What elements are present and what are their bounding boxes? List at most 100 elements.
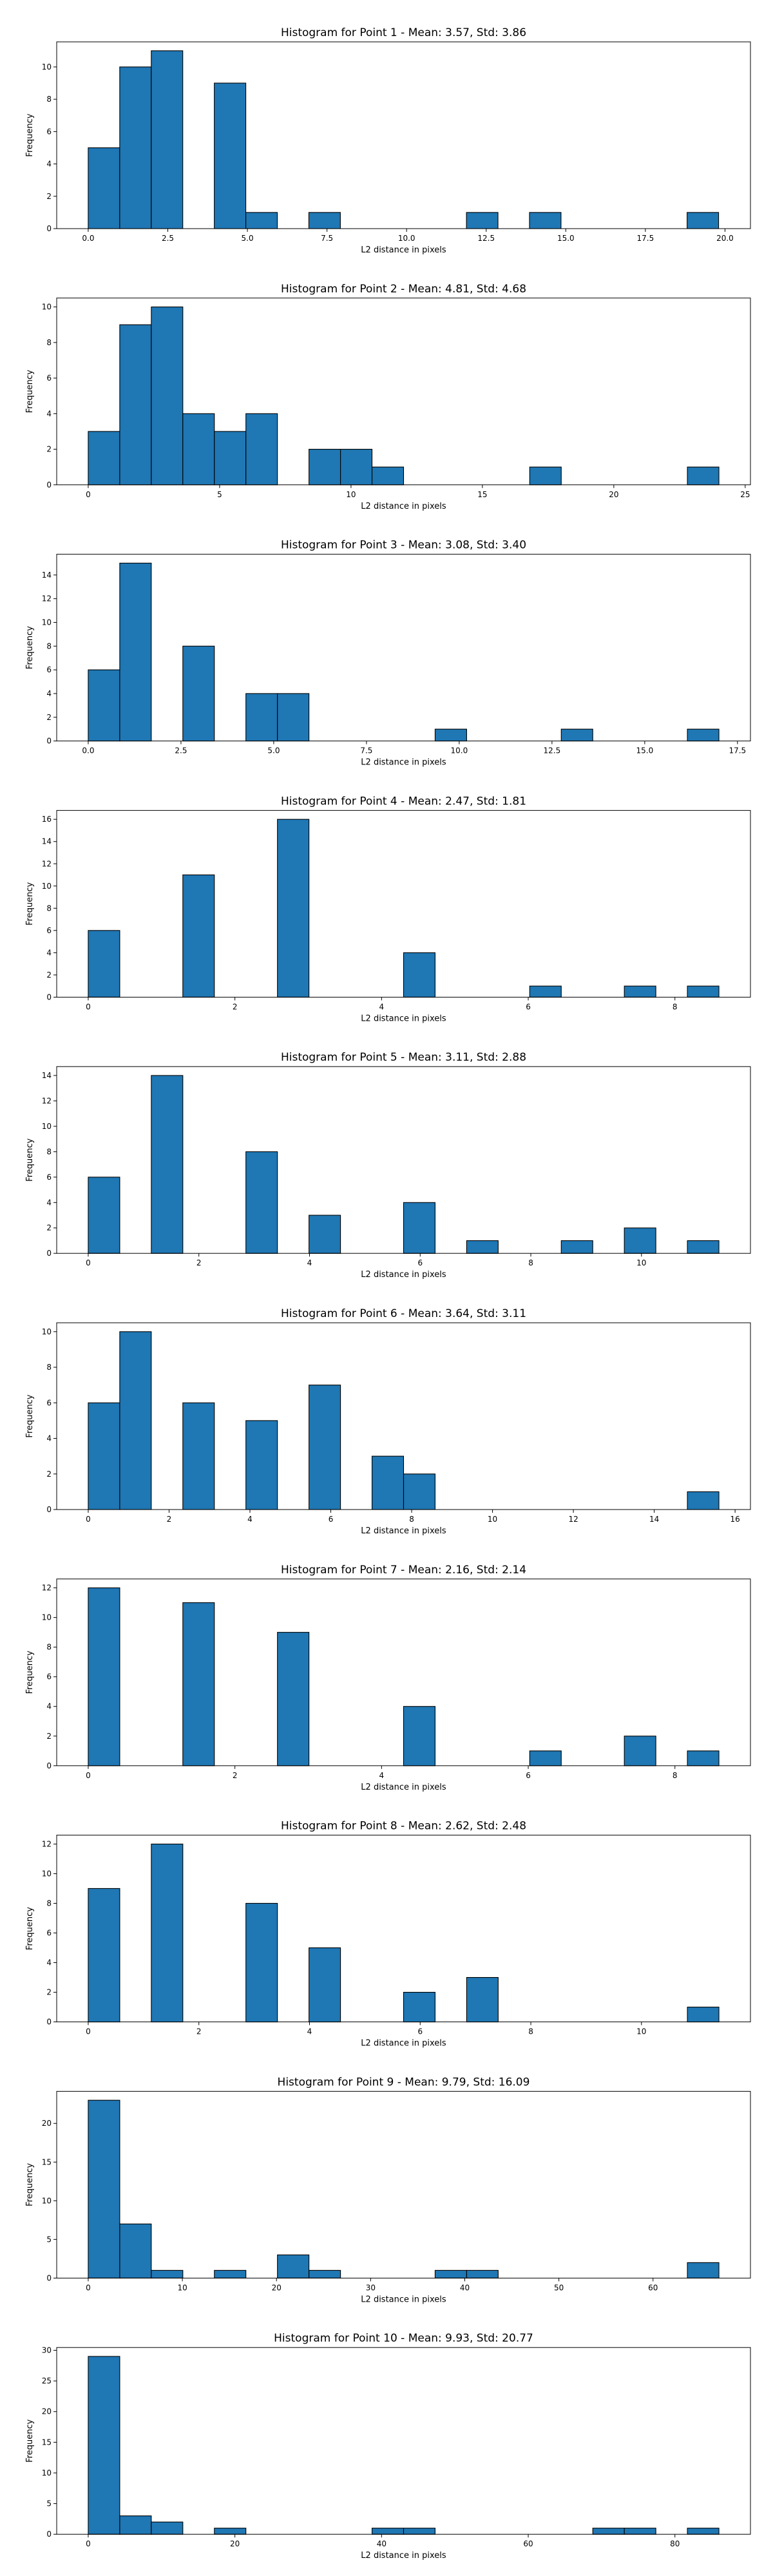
x-axis-label: L2 distance in pixels — [361, 502, 446, 511]
histogram-bar — [151, 2521, 184, 2535]
histogram-bar — [88, 431, 120, 486]
histogram-panel-5: Histogram for Point 5 - Mean: 3.11, Std:… — [25, 1051, 751, 1280]
histogram-bar — [560, 1240, 593, 1254]
x-tick-label: 5.0 — [267, 746, 280, 755]
histogram-bar — [88, 2099, 120, 2278]
histogram-bar — [592, 2528, 625, 2535]
histogram-bar — [466, 1977, 499, 2023]
histogram-bar — [560, 728, 593, 742]
x-axis-label: L2 distance in pixels — [361, 1014, 446, 1023]
y-tick-label: 0 — [46, 2273, 52, 2282]
axes-frame — [56, 2347, 751, 2535]
histogram-bar — [119, 1331, 152, 1510]
x-tick-label: 10.0 — [398, 234, 415, 243]
y-tick-label: 0 — [46, 1505, 52, 1514]
x-tick-label: 4 — [307, 1258, 312, 1267]
y-tick-label: 6 — [46, 926, 52, 935]
x-tick-label: 5 — [217, 490, 222, 499]
histogram-bar — [687, 2528, 720, 2535]
histogram-bar — [277, 2254, 310, 2278]
x-tick-label: 20 — [272, 2283, 282, 2292]
y-tick-label: 20 — [42, 2407, 52, 2416]
x-tick-label: 10 — [636, 1258, 646, 1267]
y-axis-label: Frequency — [25, 2163, 35, 2206]
histogram-bar — [214, 82, 247, 229]
x-axis-label: L2 distance in pixels — [361, 2039, 446, 2049]
histogram-bar — [88, 1888, 120, 2023]
x-tick-label: 10 — [488, 1515, 497, 1524]
y-tick-label: 10 — [42, 2196, 52, 2205]
axes-frame — [56, 554, 751, 742]
y-axis-label: Frequency — [25, 1138, 35, 1181]
y-tick-label: 14 — [42, 837, 52, 846]
y-axis-label: Frequency — [25, 2419, 35, 2462]
x-tick-label: 2 — [196, 1258, 202, 1267]
y-tick-label: 15 — [42, 2157, 52, 2166]
histogram-bar — [182, 645, 215, 742]
x-tick-label: 30 — [366, 2283, 376, 2292]
x-axis-label: L2 distance in pixels — [361, 245, 446, 255]
histogram-bar — [624, 1227, 656, 1254]
y-tick-label: 8 — [46, 1643, 52, 1652]
histogram-bar — [309, 449, 341, 486]
y-tick-label: 6 — [46, 1398, 52, 1407]
histogram-bar — [119, 562, 152, 742]
x-tick-label: 15 — [477, 490, 487, 499]
y-tick-label: 2 — [46, 445, 52, 454]
x-tick-label: 8 — [528, 2027, 533, 2036]
histogram-bar — [151, 1075, 184, 1254]
x-tick-label: 17.5 — [637, 234, 654, 243]
histogram-bar — [151, 1843, 184, 2023]
y-tick-label: 0 — [46, 224, 52, 233]
histogram-bar — [88, 930, 120, 998]
x-axis-label: L2 distance in pixels — [361, 2551, 446, 2561]
y-tick-label: 12 — [42, 1584, 52, 1593]
histogram-bar — [182, 1602, 215, 1766]
x-tick-label: 14 — [649, 1515, 659, 1524]
histogram-panel-4: Histogram for Point 4 - Mean: 2.47, Std:… — [25, 795, 751, 1023]
x-tick-label: 10 — [636, 2027, 646, 2036]
x-tick-label: 7.5 — [321, 234, 333, 243]
y-tick-label: 30 — [42, 2345, 52, 2354]
histogram-bar — [624, 1736, 656, 1766]
y-tick-label: 6 — [46, 127, 52, 136]
y-tick-label: 4 — [46, 160, 52, 169]
histogram-bar — [88, 1402, 120, 1510]
histogram-bar — [245, 1151, 278, 1254]
histogram-bar — [245, 693, 278, 742]
histogram-bar — [403, 2528, 436, 2535]
histogram-bar — [687, 466, 720, 486]
histogram-bar — [151, 307, 184, 486]
histogram-panel-2: Histogram for Point 2 - Mean: 4.81, Std:… — [25, 283, 751, 511]
axes-frame — [56, 1066, 751, 1254]
x-tick-label: 40 — [377, 2539, 386, 2548]
histogram-bar — [88, 669, 120, 742]
y-tick-label: 20 — [42, 2119, 52, 2128]
x-tick-label: 17.5 — [729, 746, 746, 755]
y-tick-label: 0 — [46, 992, 52, 1001]
histogram-bar — [687, 212, 720, 229]
y-tick-label: 14 — [42, 571, 52, 580]
y-tick-label: 4 — [46, 1198, 52, 1207]
y-axis-label: Frequency — [25, 1651, 35, 1694]
x-tick-label: 20 — [609, 490, 618, 499]
axes-frame — [56, 298, 751, 486]
chart-title: Histogram for Point 4 - Mean: 2.47, Std:… — [281, 795, 526, 808]
x-tick-label: 6 — [417, 2027, 423, 2036]
x-tick-label: 8 — [409, 1515, 414, 1524]
histogram-bar — [214, 2269, 247, 2278]
histogram-bar — [529, 985, 562, 998]
y-tick-label: 0 — [46, 1249, 52, 1258]
y-tick-label: 5 — [46, 2235, 52, 2244]
histogram-bar — [371, 1455, 405, 1510]
histogram-bar — [466, 2269, 499, 2278]
histogram-bar — [529, 1750, 562, 1766]
chart-title: Histogram for Point 6 - Mean: 3.64, Std:… — [281, 1307, 526, 1320]
y-axis-label: Frequency — [25, 1907, 35, 1950]
x-tick-label: 15.0 — [557, 234, 575, 243]
histogram-bar — [687, 985, 720, 998]
histogram-panel-1: Histogram for Point 1 - Mean: 3.57, Std:… — [25, 26, 751, 255]
x-axis-label: L2 distance in pixels — [361, 1526, 446, 1536]
y-axis-label: Frequency — [25, 1394, 35, 1437]
x-tick-label: 80 — [670, 2539, 680, 2548]
